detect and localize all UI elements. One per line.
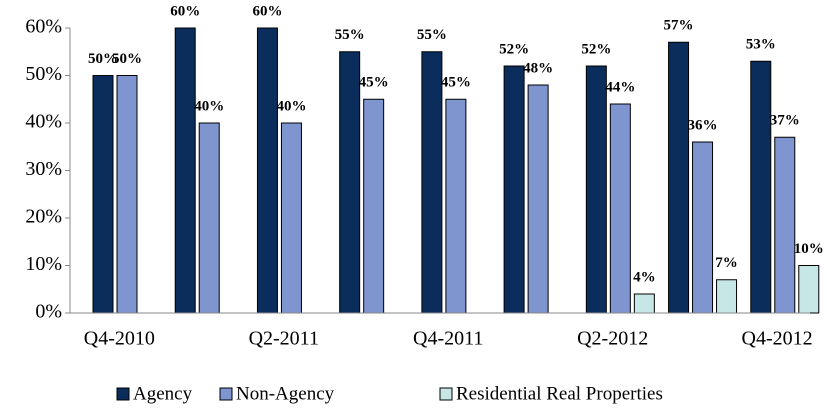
x-tick-label: Q2-2011 <box>249 328 319 350</box>
bar <box>609 103 631 314</box>
bar <box>527 84 549 314</box>
data-label: 45% <box>441 75 471 91</box>
data-label: 60% <box>170 3 200 19</box>
bar <box>716 279 738 314</box>
y-tick-label: 50% <box>25 63 62 85</box>
data-label: 50% <box>112 51 142 67</box>
y-tick-label: 60% <box>25 16 62 38</box>
x-tick-label: Q4-2012 <box>742 328 813 350</box>
y-tick-label: 30% <box>25 158 62 180</box>
bar <box>503 65 525 314</box>
data-label: 4% <box>633 269 656 285</box>
data-label: 60% <box>252 3 282 19</box>
bar <box>774 136 796 314</box>
legend-label: Agency <box>133 383 193 404</box>
x-tick-label: Q4-2011 <box>413 328 483 350</box>
data-label: 7% <box>715 255 738 271</box>
bar <box>116 75 138 314</box>
bar <box>256 27 278 314</box>
legend-label: Non-Agency <box>236 383 335 404</box>
y-tick-label: 20% <box>25 206 62 228</box>
data-label: 52% <box>581 41 611 57</box>
bar <box>174 27 196 314</box>
data-label: 48% <box>523 60 553 76</box>
data-label: 53% <box>746 37 776 53</box>
data-label: 40% <box>194 98 224 114</box>
data-label: 37% <box>770 113 800 129</box>
bar <box>339 51 361 314</box>
bar <box>445 98 467 314</box>
data-label: 57% <box>664 18 694 34</box>
bar <box>363 98 385 314</box>
y-tick-label: 10% <box>25 253 62 275</box>
legend-swatch <box>116 387 130 401</box>
bar <box>585 65 607 314</box>
data-label: 52% <box>499 41 529 57</box>
data-label: 45% <box>359 75 389 91</box>
bar <box>750 60 772 314</box>
y-tick-label: 0% <box>35 301 62 323</box>
bar <box>280 122 302 314</box>
legend-swatch <box>219 387 233 401</box>
data-label: 10% <box>794 241 824 257</box>
bar <box>668 41 690 314</box>
bar <box>692 141 714 314</box>
legend-swatch <box>439 387 453 401</box>
bar <box>798 265 820 314</box>
x-tick-label: Q4-2010 <box>84 328 155 350</box>
x-tick-label: Q2-2012 <box>577 328 648 350</box>
data-label: 40% <box>276 98 306 114</box>
bar <box>92 75 114 314</box>
y-tick-label: 40% <box>25 111 62 133</box>
data-label: 36% <box>688 117 718 133</box>
bar <box>633 293 655 314</box>
data-label: 50% <box>88 51 118 67</box>
legend-label: Residential Real Properties <box>456 383 663 404</box>
data-label: 55% <box>417 27 447 43</box>
data-label: 44% <box>605 79 635 95</box>
bar <box>198 122 220 314</box>
data-label: 55% <box>335 27 365 43</box>
bar <box>421 51 443 314</box>
